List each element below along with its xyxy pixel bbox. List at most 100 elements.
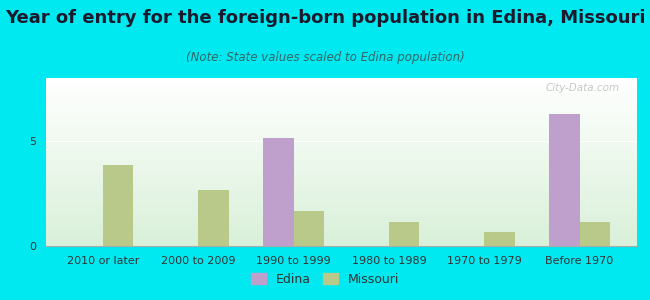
Bar [46,147,637,148]
Bar [46,143,637,145]
Bar [198,190,229,246]
Bar [46,137,637,139]
Bar [46,101,637,103]
Bar [46,98,637,100]
Bar [46,177,637,179]
Bar [46,95,637,97]
Bar [46,127,637,128]
Bar [46,174,637,176]
Bar [46,142,637,143]
Bar [46,159,637,160]
Bar [46,85,637,86]
Bar [46,218,637,219]
Bar [46,184,637,185]
Bar [46,194,637,196]
Text: (Note: State values scaled to Edina population): (Note: State values scaled to Edina popu… [186,51,464,64]
Bar [46,169,637,170]
Bar [46,160,637,162]
Bar [46,234,637,236]
Text: Year of entry for the foreign-born population in Edina, Missouri: Year of entry for the foreign-born popul… [5,9,645,27]
Bar [46,118,637,120]
Bar [263,138,294,246]
Bar [46,125,637,127]
Bar [46,227,637,229]
Bar [46,134,637,135]
Bar [46,86,637,88]
Bar [46,176,637,177]
Bar [46,145,637,147]
Bar [46,236,637,238]
Bar [46,110,637,112]
Bar [549,114,580,246]
Bar [46,224,637,226]
Bar [46,207,637,209]
Bar [46,238,637,239]
Bar [46,201,637,202]
Bar [46,112,637,113]
Bar [46,92,637,93]
Legend: Edina, Missouri: Edina, Missouri [246,268,404,291]
Bar [46,155,637,157]
Bar [46,231,637,232]
Bar [46,90,637,92]
Bar [46,241,637,243]
Bar [46,211,637,212]
Bar [103,165,133,246]
Bar [294,211,324,246]
Bar [46,162,637,164]
Bar [46,100,637,101]
Bar [46,78,637,80]
Bar [46,199,637,201]
Bar [46,97,637,98]
Bar [580,222,610,246]
Bar [46,229,637,231]
Bar [46,117,637,118]
Bar [46,216,637,218]
Bar [46,106,637,108]
Bar [46,148,637,150]
Bar [46,83,637,85]
Bar [46,190,637,192]
Bar [46,179,637,181]
Bar [46,206,637,207]
Bar [46,122,637,123]
Bar [46,170,637,172]
Bar [46,150,637,152]
Text: City-Data.com: City-Data.com [545,83,619,93]
Bar [46,223,637,224]
Bar [46,209,637,211]
Bar [46,172,637,174]
Bar [46,139,637,140]
Bar [46,113,637,115]
Bar [46,196,637,197]
Bar [46,165,637,167]
Bar [46,226,637,227]
Bar [46,185,637,187]
Bar [46,130,637,132]
Bar [46,221,637,223]
Bar [389,222,419,246]
Bar [46,105,637,106]
Bar [46,154,637,155]
Bar [46,192,637,194]
Bar [46,81,637,83]
Bar [46,103,637,105]
Bar [46,232,637,234]
Bar [46,189,637,190]
Bar [46,128,637,130]
Bar [46,140,637,142]
Bar [46,202,637,204]
Bar [46,239,637,241]
Bar [484,232,515,246]
Bar [46,88,637,90]
Bar [46,157,637,159]
Bar [46,187,637,189]
Bar [46,152,637,154]
Bar [46,93,637,95]
Bar [46,219,637,221]
Bar [46,181,637,182]
Bar [46,204,637,206]
Bar [46,123,637,125]
Bar [46,108,637,110]
Bar [46,135,637,137]
